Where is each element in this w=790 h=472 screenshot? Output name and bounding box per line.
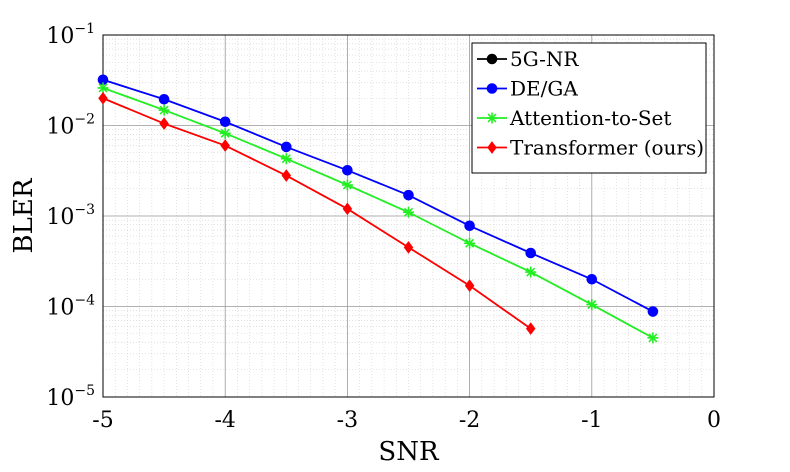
y-tick-label: 10−5 bbox=[46, 383, 95, 411]
legend-entry: Transformer (ours) bbox=[477, 136, 704, 160]
x-tick-label: -2 bbox=[459, 408, 480, 433]
data-point bbox=[281, 169, 292, 182]
legend-box bbox=[471, 42, 707, 174]
plot-frame bbox=[102, 34, 715, 398]
y-tick-label: 10−4 bbox=[46, 293, 95, 321]
data-point bbox=[280, 153, 292, 165]
series-de-ga bbox=[97, 74, 659, 317]
y-tick-label: 10−1 bbox=[46, 21, 95, 49]
legend-swatch-marker bbox=[487, 141, 497, 154]
data-point bbox=[403, 241, 414, 254]
data-point bbox=[281, 141, 292, 153]
series-line bbox=[102, 87, 654, 339]
data-point bbox=[97, 82, 109, 94]
data-point bbox=[525, 266, 537, 278]
legend-entry: DE/GA bbox=[477, 77, 578, 101]
data-point bbox=[219, 116, 231, 128]
y-axis-title: BLER bbox=[9, 177, 39, 253]
x-tick-label: -3 bbox=[337, 408, 358, 433]
x-tick-label: -4 bbox=[214, 408, 235, 433]
y-axis-ticks: 10−1 10−2 10−3 10−4 10−5 bbox=[46, 21, 95, 411]
data-point bbox=[159, 117, 169, 130]
series-layer bbox=[97, 74, 659, 344]
star-stroke bbox=[342, 180, 352, 190]
series-line bbox=[102, 97, 532, 330]
data-point bbox=[647, 306, 659, 317]
legend-swatch-marker bbox=[486, 112, 498, 124]
star-stroke bbox=[465, 238, 475, 248]
data-point bbox=[342, 164, 353, 176]
data-point bbox=[219, 127, 231, 139]
data-point bbox=[158, 104, 170, 116]
x-axis-ticks: -5 -4 -3 -2 -1 0 bbox=[92, 408, 721, 433]
star-stroke bbox=[403, 207, 414, 217]
data-point bbox=[220, 139, 230, 152]
legend-swatch-marker bbox=[486, 83, 498, 94]
data-point bbox=[403, 189, 414, 201]
legend-label: DE/GA bbox=[510, 77, 578, 101]
star-stroke bbox=[487, 113, 497, 123]
star-stroke bbox=[159, 105, 169, 115]
data-point bbox=[464, 237, 476, 249]
data-point bbox=[341, 179, 353, 191]
star-stroke bbox=[648, 333, 658, 343]
series-attention-to-set bbox=[97, 82, 659, 344]
legend-entry: 5G-NR bbox=[477, 47, 579, 71]
legend: 5G-NR DE/GA Attention-to-Set Transformer (o… bbox=[471, 42, 707, 174]
legend-label: Attention-to-Set bbox=[509, 106, 671, 130]
y-tick-label: 10−3 bbox=[46, 202, 95, 230]
data-point bbox=[525, 322, 536, 335]
series-line bbox=[102, 78, 654, 313]
legend-swatch-marker bbox=[486, 53, 498, 65]
series-transformer-ours bbox=[98, 91, 536, 335]
star-stroke bbox=[526, 267, 536, 277]
x-axis-title: SNR bbox=[378, 437, 440, 467]
data-point bbox=[525, 247, 537, 259]
star-stroke bbox=[587, 300, 597, 310]
legend-label: Transformer (ours) bbox=[510, 136, 704, 160]
data-point bbox=[158, 93, 170, 105]
data-point bbox=[586, 273, 598, 285]
star-stroke bbox=[220, 128, 230, 138]
data-point bbox=[342, 202, 353, 216]
legend-label: 5G-NR bbox=[510, 47, 579, 71]
x-tick-label: -5 bbox=[92, 408, 113, 433]
data-point bbox=[464, 279, 475, 292]
star-stroke bbox=[281, 154, 291, 164]
star-stroke bbox=[98, 83, 108, 93]
data-point bbox=[464, 220, 475, 232]
data-point bbox=[647, 332, 659, 344]
x-tick-label: 0 bbox=[707, 408, 721, 433]
data-point bbox=[403, 206, 414, 218]
data-point bbox=[98, 91, 108, 105]
x-tick-label: -1 bbox=[581, 408, 602, 433]
legend-entry: Attention-to-Set bbox=[477, 106, 671, 130]
y-tick-label: 10−2 bbox=[46, 112, 95, 140]
data-point bbox=[586, 299, 598, 311]
